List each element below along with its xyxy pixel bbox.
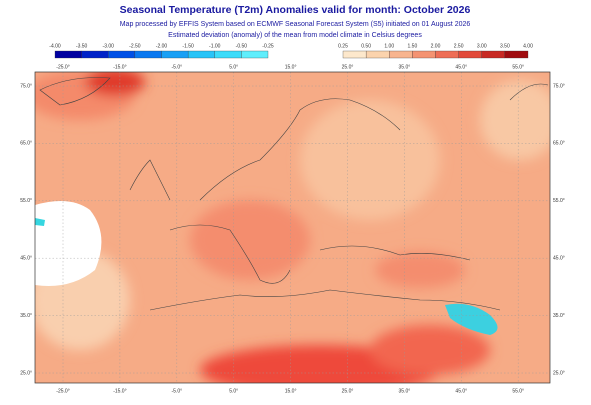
colorbar-label: 1.50 <box>408 43 418 49</box>
latitude-label: 65.0° <box>20 141 32 147</box>
longitude-label: 45.0° <box>455 64 467 70</box>
legend: -4.00 -3.50 -3.00 -2.50 -2.00 -1.50 -1.00 -0.50… <box>49 43 533 59</box>
latitude-label: 75.0° <box>553 83 565 89</box>
latitude-label: 35.0° <box>20 313 32 319</box>
colorbar-segment <box>412 50 436 59</box>
colorbar-label: 2.50 <box>454 43 464 49</box>
colorbar-label: 0.50 <box>361 43 371 49</box>
colorbar-label: -1.50 <box>182 43 194 49</box>
latitude-label: 65.0° <box>553 141 565 147</box>
longitude-label: 25.0° <box>342 388 354 394</box>
map <box>35 72 550 383</box>
colorbar-segment <box>389 50 413 59</box>
longitude-label: -15.0° <box>113 64 126 70</box>
longitude-label: -5.0° <box>171 64 182 70</box>
longitude-label: -5.0° <box>171 388 182 394</box>
colorbar-label: 3.50 <box>500 43 510 49</box>
latitude-label: 45.0° <box>553 256 565 262</box>
longitude-label: 45.0° <box>455 388 467 394</box>
colorbar-segment <box>365 50 390 59</box>
longitude-label: 25.0° <box>342 64 354 70</box>
map-frame <box>34 71 551 384</box>
colorbar-label: 0.25 <box>338 43 348 49</box>
colorbar-segment <box>54 50 82 59</box>
colorbar-label: -3.00 <box>103 43 115 49</box>
longitude-label: 15.0° <box>285 388 297 394</box>
latitude-label: 25.0° <box>553 370 565 376</box>
latitude-label: 45.0° <box>20 256 32 262</box>
longitude-label: 35.0° <box>399 388 411 394</box>
longitude-label: 55.0° <box>512 64 524 70</box>
colorbar-segment <box>214 50 242 59</box>
colorbar-label: 1.00 <box>384 43 394 49</box>
colorbar-segment <box>241 50 269 59</box>
longitude-label: 55.0° <box>512 388 524 394</box>
latitude-label: 35.0° <box>553 313 565 319</box>
colorbar-segment <box>187 50 215 59</box>
colorbar-segment <box>504 50 529 59</box>
cold-anomaly <box>445 303 498 335</box>
longitude-label: -25.0° <box>56 388 69 394</box>
colorbar-segment <box>108 50 136 59</box>
graticule <box>35 72 550 383</box>
subtitle: Map processed by EFFIS System based on E… <box>120 21 471 28</box>
longitude-label: 15.0° <box>285 64 297 70</box>
latitude-label: 25.0° <box>20 370 32 376</box>
colorbar-segment <box>134 50 162 59</box>
latitude-label: 55.0° <box>553 198 565 204</box>
colorbar-label: 3.00 <box>477 43 487 49</box>
coastlines <box>39 77 549 311</box>
longitude-label: -25.0° <box>56 64 69 70</box>
cold-anomaly <box>35 218 45 226</box>
colorbar-segment <box>435 50 459 59</box>
colorbar-label: -1.00 <box>209 43 221 49</box>
description: Estimated deviation (anomaly) of the mea… <box>168 32 422 39</box>
coordinate-labels: -25.0° -25.0° -15.0° -15.0° -5.0° -5.0° 5.0° 5.… <box>20 64 564 394</box>
no-data-area <box>35 201 102 286</box>
colorbar-segment <box>81 50 109 59</box>
colorbar-segment <box>458 50 482 59</box>
latitude-label: 75.0° <box>20 83 32 89</box>
colorbar-label: -0.25 <box>262 43 274 49</box>
title: Seasonal Temperature (T2m) Anomalies val… <box>120 4 471 16</box>
colorbar-label: -4.00 <box>49 43 61 49</box>
colorbar-label: -2.50 <box>129 43 141 49</box>
latitude-label: 55.0° <box>20 198 32 204</box>
colorbar-label: -2.00 <box>156 43 168 49</box>
colorbar-segment <box>481 50 506 59</box>
colorbar-label: -0.50 <box>236 43 248 49</box>
colorbar-label: 4.00 <box>523 43 533 49</box>
colorbar-segment <box>342 50 367 59</box>
longitude-label: 5.0° <box>229 388 238 394</box>
colorbar-label: 2.00 <box>431 43 441 49</box>
longitude-label: 35.0° <box>399 64 411 70</box>
colorbar-label: -3.50 <box>76 43 88 49</box>
colorbar-segment <box>161 50 189 59</box>
longitude-label: -15.0° <box>113 388 126 394</box>
longitude-label: 5.0° <box>229 64 238 70</box>
